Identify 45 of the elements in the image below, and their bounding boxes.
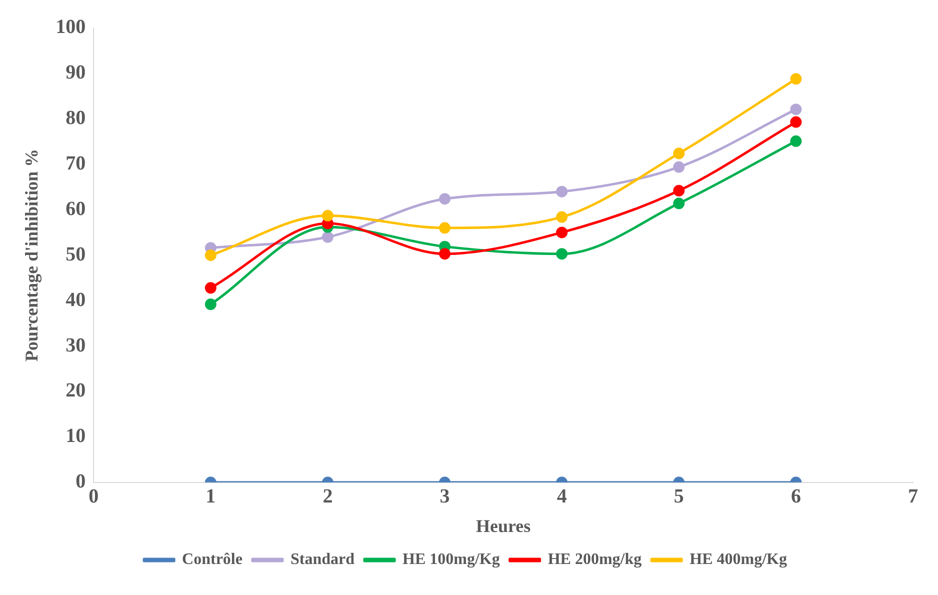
point [322, 210, 334, 222]
point [790, 116, 802, 128]
point [439, 248, 451, 260]
x-axis-title: Heures [476, 516, 531, 536]
point [790, 73, 802, 85]
point [204, 282, 216, 294]
point [556, 211, 568, 223]
x-tick-label: 3 [440, 486, 450, 508]
legend-label: HE 200mg/kg [548, 551, 642, 568]
point [439, 193, 451, 205]
point [673, 148, 685, 160]
legend-label: Contrôle [182, 551, 242, 568]
x-tick-label: 7 [908, 486, 918, 508]
y-tick-label: 10 [66, 425, 86, 448]
y-tick-label: 0 [76, 470, 86, 493]
y-tick-label: 20 [66, 380, 86, 402]
y-tick-label: 30 [66, 334, 86, 356]
x-tick-label: 5 [674, 486, 684, 508]
point [673, 198, 685, 210]
point [556, 186, 568, 198]
point [556, 226, 568, 238]
x-tick-label: 6 [790, 486, 801, 508]
point [790, 104, 802, 116]
legend-label: Standard [290, 551, 355, 568]
y-tick-label: 90 [66, 62, 86, 84]
point [204, 249, 216, 261]
x-tick-label: 4 [556, 486, 567, 508]
y-tick-label: 70 [66, 152, 86, 174]
point [439, 222, 451, 234]
point [673, 184, 685, 196]
point [673, 161, 685, 173]
y-tick-label: 100 [56, 16, 86, 38]
y-tick-label: 80 [66, 107, 86, 130]
y-tick-label: 60 [66, 198, 86, 220]
legend-label: HE 400mg/Kg [690, 551, 787, 568]
x-tick-label: 2 [322, 486, 333, 508]
y-tick-label: 40 [66, 288, 86, 311]
point [790, 135, 802, 147]
legend-label: HE 100mg/Kg [402, 551, 500, 568]
x-tick-label: 1 [206, 486, 216, 508]
y-axis-title: Pourcentage d'inhibition % [21, 148, 42, 362]
point [556, 248, 568, 260]
y-tick-label: 50 [66, 243, 86, 266]
point [322, 231, 334, 243]
point [204, 298, 216, 310]
